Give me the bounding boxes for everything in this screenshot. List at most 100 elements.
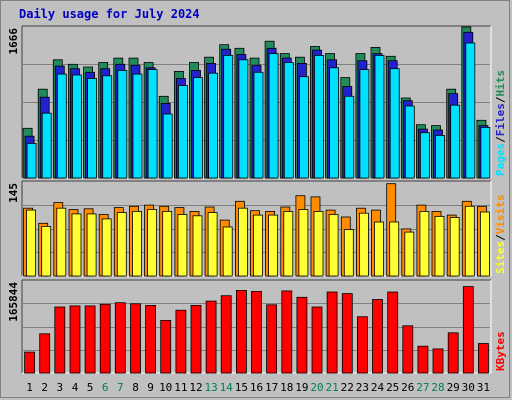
bar-kbytes-day-16 — [251, 290, 262, 374]
bar-sites-day-4 — [71, 213, 82, 277]
x-tick-label: 23 — [356, 381, 369, 394]
bar-pages-day-5 — [87, 78, 97, 179]
bar-kbytes-day-1 — [24, 351, 36, 374]
x-tick-label: 13 — [204, 381, 217, 394]
bar-pages-day-17 — [268, 53, 279, 179]
bar-sites-day-11 — [177, 214, 188, 277]
bar-kbytes-day-4 — [69, 305, 81, 374]
bar-pages-day-6 — [102, 75, 113, 179]
bar-sites-day-23 — [358, 212, 369, 277]
bar-sites-day-15 — [237, 207, 248, 277]
bar-pages-day-11 — [177, 85, 188, 179]
bar-pages-day-12 — [193, 77, 203, 179]
x-tick-label: 22 — [341, 381, 354, 394]
bar-sites-day-18 — [283, 210, 294, 277]
bar-sites-day-1 — [26, 209, 37, 277]
bar-kbytes-day-12 — [190, 304, 202, 374]
x-tick-label: 4 — [72, 381, 79, 394]
x-tick-label: 16 — [250, 381, 263, 394]
bar-pages-day-28 — [435, 134, 445, 179]
bar-sites-day-9 — [147, 209, 158, 277]
bar-kbytes-day-21 — [326, 291, 338, 374]
bar-pages-day-20 — [314, 55, 324, 179]
legend-item: Sites — [494, 241, 507, 274]
bar-pages-day-31 — [480, 127, 491, 179]
x-tick-label: 18 — [280, 381, 293, 394]
x-tick-label: 12 — [189, 381, 202, 394]
chart-title: Daily usage for July 2024 — [19, 7, 200, 21]
bar-kbytes-day-25 — [387, 291, 399, 374]
bar-kbytes-day-7 — [114, 302, 126, 374]
x-tick-label: 6 — [102, 381, 109, 394]
bar-sites-day-13 — [207, 212, 218, 277]
y-max-label: 1666 — [7, 28, 20, 55]
bar-pages-day-8 — [132, 73, 143, 179]
x-tick-label: 3 — [56, 381, 63, 394]
x-tick-label: 27 — [416, 381, 429, 394]
bar-kbytes-day-17 — [266, 304, 278, 374]
bar-sites-day-31 — [479, 211, 490, 277]
bar-sites-day-17 — [268, 214, 279, 277]
bar-kbytes-day-8 — [130, 303, 141, 374]
bar-pages-day-7 — [117, 70, 128, 179]
bar-pages-day-1 — [26, 142, 37, 179]
x-tick-label: 11 — [174, 381, 187, 394]
y-max-label: 165844 — [7, 282, 20, 322]
x-tick-label: 17 — [265, 381, 278, 394]
bar-pages-day-25 — [389, 68, 400, 179]
bar-pages-day-26 — [404, 105, 415, 179]
bar-pages-day-23 — [359, 69, 370, 179]
bar-kbytes-day-23 — [356, 316, 368, 374]
x-tick-label: 1 — [26, 381, 33, 394]
bar-sites-day-10 — [162, 210, 173, 277]
x-tick-label: 8 — [132, 381, 139, 394]
bar-sites-day-16 — [253, 214, 263, 277]
bar-sites-day-22 — [343, 229, 354, 277]
bar-sites-day-24 — [374, 221, 384, 277]
bar-pages-day-22 — [344, 95, 355, 179]
x-tick-label: 5 — [87, 381, 94, 394]
y-max-label: 145 — [7, 183, 20, 203]
bar-sites-day-19 — [298, 209, 309, 277]
legend-item: / — [494, 234, 507, 241]
bar-sites-day-21 — [328, 214, 339, 277]
bar-pages-day-30 — [465, 42, 476, 179]
x-tick-label: 19 — [295, 381, 308, 394]
bar-pages-day-9 — [147, 69, 158, 179]
bar-sites-day-27 — [419, 210, 430, 277]
bar-sites-day-6 — [101, 218, 112, 277]
bar-pages-day-3 — [56, 73, 67, 179]
bar-pages-day-2 — [41, 112, 52, 179]
bar-pages-day-29 — [450, 104, 461, 179]
legend-item: / — [494, 96, 507, 103]
bar-sites-day-2 — [41, 225, 52, 277]
bar-kbytes-day-26 — [402, 325, 414, 374]
bar-kbytes-day-31 — [477, 343, 489, 374]
x-tick-label: 7 — [117, 381, 124, 394]
x-tick-label: 25 — [386, 381, 399, 394]
bar-pages-day-10 — [162, 113, 173, 179]
x-tick-label: 15 — [235, 381, 248, 394]
x-axis-ticks: 1 2 3 4 5 6 7 8 9 10 11 12 13 14 15 16 17 18 19 20 21 22 23 24 2… — [26, 381, 490, 394]
bar-kbytes-day-30 — [462, 286, 474, 374]
bar-pages-day-16 — [253, 71, 264, 179]
legend-item: Files — [494, 103, 507, 136]
legend-item: Pages — [494, 143, 507, 176]
bar-kbytes-day-15 — [235, 289, 247, 374]
legend-kbytes: KBytes — [494, 331, 507, 371]
x-tick-label: 2 — [41, 381, 48, 394]
bar-kbytes-day-29 — [447, 332, 459, 374]
bar-kbytes-day-2 — [39, 333, 51, 374]
legend-item: / — [494, 136, 507, 143]
bar-sites-day-8 — [132, 210, 142, 277]
x-tick-label: 10 — [159, 381, 172, 394]
x-tick-label: 9 — [147, 381, 154, 394]
bar-kbytes-day-13 — [205, 300, 217, 374]
bar-pages-day-13 — [208, 72, 219, 179]
legend-item: Hits — [494, 70, 507, 97]
bar-kbytes-day-20 — [311, 306, 323, 374]
bar-pages-day-14 — [223, 55, 234, 179]
bar-kbytes-day-18 — [281, 290, 293, 374]
bar-kbytes-day-19 — [296, 296, 308, 374]
